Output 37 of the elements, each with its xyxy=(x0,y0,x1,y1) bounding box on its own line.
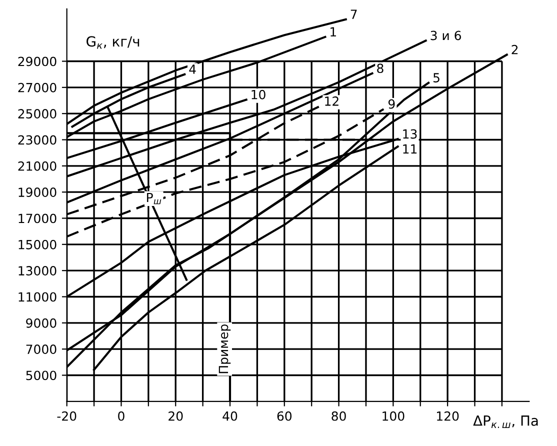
y-tick-label: 13000 xyxy=(18,266,56,276)
series-label: 13 xyxy=(403,129,417,139)
x-tick-label: 20 xyxy=(168,411,183,421)
series-label: 1 xyxy=(330,27,336,36)
y-tick-label: 19000 xyxy=(18,188,56,198)
y-axis-title: G$_{к}$, кг/ч xyxy=(86,36,140,49)
y-tick-label: 15000 xyxy=(18,240,56,250)
x-axis-title: ΔP$_{к.ш}$, Па xyxy=(473,416,538,428)
x-tick-label: 0 xyxy=(118,411,124,421)
annotation: Пример xyxy=(218,324,231,374)
x-tick-label: 40 xyxy=(222,411,238,421)
annotation: P$_{ш}$ xyxy=(147,192,162,204)
y-tick-label: 7000 xyxy=(26,344,56,354)
series-label: 9 xyxy=(388,99,395,109)
series-label: 5 xyxy=(433,73,440,82)
x-tick-label: 60 xyxy=(277,411,292,421)
x-tick-label: 120 xyxy=(437,411,459,421)
series-label: 11 xyxy=(403,144,417,154)
x-tick-label: -20 xyxy=(57,411,76,421)
y-tick-label: 11000 xyxy=(18,292,56,302)
y-tick-label: 23000 xyxy=(18,135,56,145)
y-tick-label: 29000 xyxy=(18,56,56,66)
series-label: 12 xyxy=(325,96,338,106)
series-label: 10 xyxy=(252,90,266,100)
y-tick-label: 17000 xyxy=(18,214,56,224)
series-label: 7 xyxy=(350,10,357,19)
series-label: 4 xyxy=(189,64,196,74)
x-tick-label: 80 xyxy=(332,411,346,421)
y-tick-label: 5000 xyxy=(26,370,56,380)
series-label: 8 xyxy=(377,64,384,74)
x-tick-label: 100 xyxy=(382,411,404,421)
y-tick-label: 21000 xyxy=(18,161,56,171)
series-label: 3 и 6 xyxy=(430,30,461,40)
y-tick-label: 9000 xyxy=(26,318,56,328)
series-label: 2 xyxy=(512,44,518,54)
y-tick-label: 27000 xyxy=(18,82,56,92)
y-tick-label: 25000 xyxy=(18,109,56,119)
